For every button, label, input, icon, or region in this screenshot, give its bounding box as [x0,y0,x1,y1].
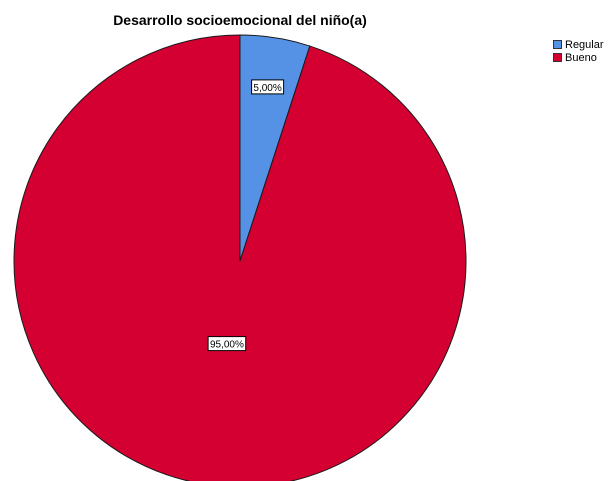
legend-label-bueno: Bueno [565,51,597,64]
legend-swatch-regular [553,40,562,49]
data-label-bueno: 95,00% [207,336,247,352]
data-label-regular: 5,00% [251,79,285,95]
pie-slice-bueno [13,34,467,481]
data-label-box [251,79,285,95]
legend: Regular Bueno [553,38,604,64]
legend-label-regular: Regular [565,38,604,51]
legend-item-bueno: Bueno [553,51,604,64]
data-label-box [207,336,247,352]
legend-item-regular: Regular [553,38,604,51]
legend-swatch-bueno [553,53,562,62]
data-label-text: 95,00% [210,340,244,351]
chart-title: Desarrollo socioemocional del niño(a) [113,12,367,28]
data-label-text: 5,00% [253,83,281,94]
